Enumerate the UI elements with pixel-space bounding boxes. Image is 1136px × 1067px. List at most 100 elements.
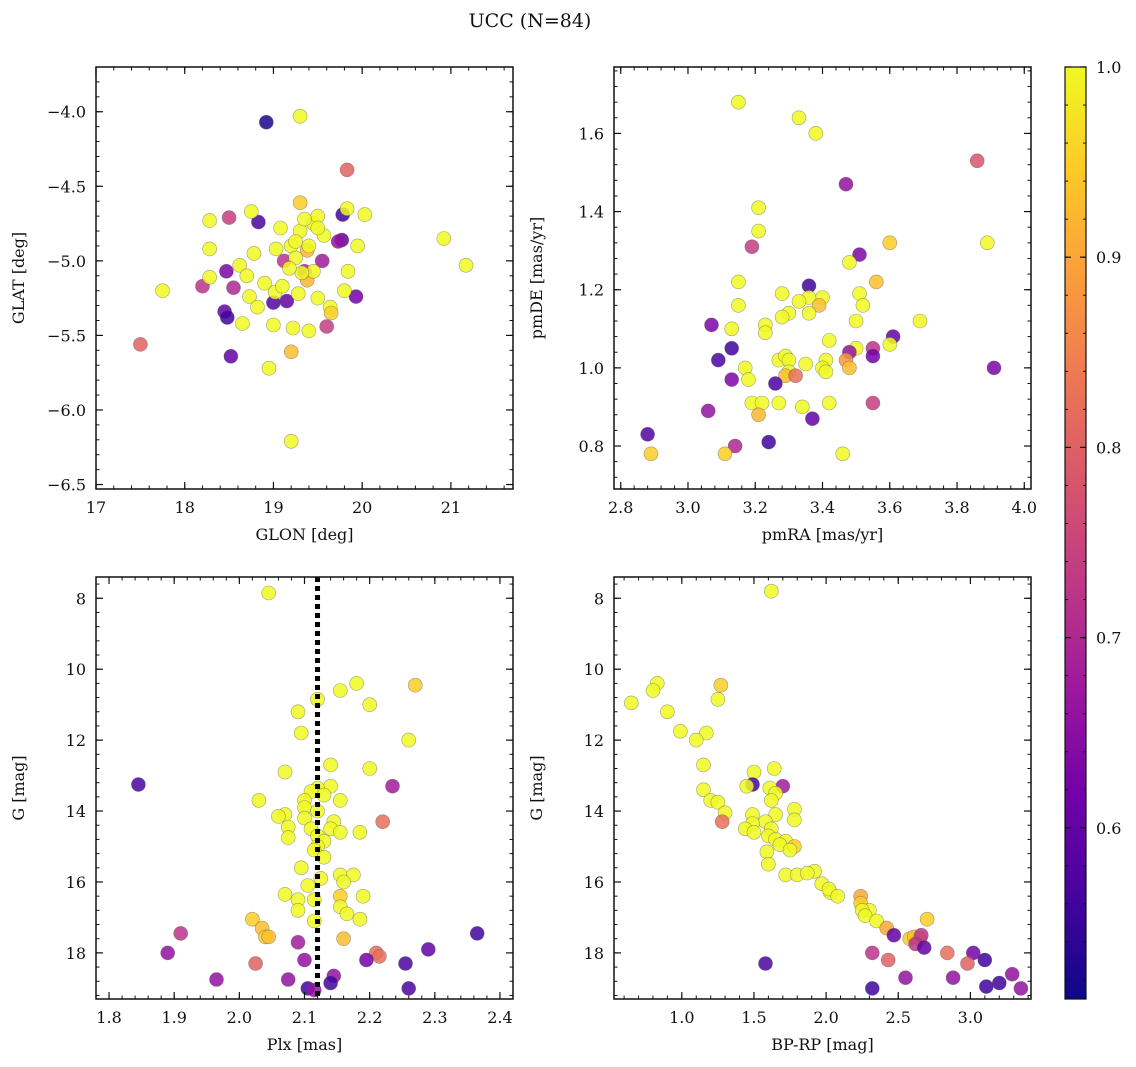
colorbar-ticks: 0.6 0.7 0.8 0.9 1.0 bbox=[1065, 58, 1121, 981]
data-point bbox=[348, 289, 364, 304]
data-point bbox=[727, 438, 743, 454]
data-point bbox=[339, 201, 355, 216]
x-tick-label: 3.0 bbox=[675, 498, 700, 517]
data-point bbox=[297, 211, 312, 227]
data-point bbox=[226, 280, 241, 296]
y-tick-label: −5.5 bbox=[47, 326, 86, 345]
data-point bbox=[398, 956, 413, 971]
colorbar-tick-label: 0.6 bbox=[1096, 819, 1121, 838]
data-point bbox=[314, 253, 330, 269]
data-point bbox=[869, 913, 884, 929]
data-point bbox=[759, 844, 775, 860]
data-point bbox=[864, 981, 880, 996]
data-point bbox=[916, 940, 932, 955]
data-point bbox=[310, 290, 326, 306]
data-point bbox=[219, 263, 234, 279]
data-point bbox=[336, 874, 351, 890]
data-point bbox=[731, 274, 746, 290]
data-point bbox=[751, 223, 766, 239]
data-point bbox=[724, 340, 740, 356]
x-tick-label: 2.4 bbox=[487, 1008, 512, 1027]
data-point bbox=[223, 348, 239, 364]
data-point bbox=[791, 110, 807, 126]
axis-ticks: 17 18 19 20 21 −6.5 −6.0 −5.5 −5.0 −4.5 −4.0 bbox=[47, 66, 513, 517]
data-point bbox=[131, 777, 146, 792]
x-tick-label: 2.5 bbox=[886, 1008, 911, 1027]
data-point bbox=[293, 860, 309, 876]
x-tick-label: 2.1 bbox=[292, 1008, 317, 1027]
data-point bbox=[160, 945, 175, 961]
data-point bbox=[852, 247, 867, 262]
data-point bbox=[332, 824, 348, 840]
panel-cmd: 1.0 1.5 2.0 2.5 3.0 8 10 12 14 16 18 BP-RP [mag] G… bbox=[527, 576, 1032, 1054]
data-point bbox=[350, 238, 366, 254]
data-point bbox=[290, 704, 306, 720]
data-point bbox=[458, 257, 474, 273]
data-point bbox=[724, 372, 740, 387]
data-point bbox=[643, 446, 659, 462]
data-point bbox=[801, 305, 817, 321]
data-point bbox=[357, 207, 373, 222]
x-tick-label: 2.2 bbox=[357, 1008, 382, 1027]
data-point bbox=[332, 793, 348, 808]
data-point bbox=[782, 842, 798, 858]
data-point bbox=[339, 162, 355, 178]
data-point bbox=[436, 231, 452, 246]
data-point bbox=[700, 403, 716, 419]
plot-frame bbox=[95, 66, 514, 490]
plot-frame bbox=[613, 66, 1032, 490]
x-axis-label: Plx [mas] bbox=[267, 1035, 342, 1054]
data-point bbox=[758, 956, 773, 971]
data-point bbox=[232, 257, 247, 273]
data-point bbox=[385, 778, 400, 794]
data-point bbox=[133, 337, 148, 352]
y-tick-label: 1.0 bbox=[579, 359, 604, 378]
y-tick-label: 12 bbox=[66, 731, 86, 750]
data-point bbox=[283, 344, 299, 360]
data-point bbox=[407, 677, 423, 693]
data-point bbox=[202, 241, 217, 257]
data-point bbox=[746, 764, 762, 780]
data-point bbox=[469, 926, 485, 941]
data-point bbox=[244, 204, 259, 219]
data-point bbox=[799, 865, 815, 881]
data-point bbox=[330, 234, 346, 249]
data-point bbox=[811, 298, 827, 313]
y-tick-label: −5.0 bbox=[47, 252, 86, 271]
data-point bbox=[791, 294, 807, 309]
data-point bbox=[245, 911, 260, 927]
figure-title: UCC (N=84) bbox=[469, 10, 592, 32]
data-point bbox=[352, 824, 368, 840]
data-point bbox=[763, 583, 779, 599]
data-point bbox=[235, 316, 250, 331]
x-tick-label: 1.8 bbox=[96, 1008, 121, 1027]
panel-sky: 17 18 19 20 21 −6.5 −6.0 −5.5 −5.0 −4.5 −4.0 GLON … bbox=[9, 66, 514, 544]
y-tick-label: 10 bbox=[66, 660, 86, 679]
data-point bbox=[978, 979, 994, 994]
data-point bbox=[960, 956, 975, 971]
data-point bbox=[751, 407, 766, 423]
data-point bbox=[297, 810, 312, 826]
data-point bbox=[919, 911, 935, 927]
data-point bbox=[283, 433, 299, 449]
data-point bbox=[323, 757, 338, 773]
data-point bbox=[257, 275, 272, 291]
y-tick-label: 16 bbox=[66, 873, 86, 892]
data-point bbox=[855, 298, 871, 313]
data-point bbox=[768, 807, 783, 822]
data-point bbox=[821, 395, 837, 411]
x-axis-label: pmRA [mas/yr] bbox=[762, 525, 884, 544]
data-point bbox=[336, 931, 351, 947]
data-point bbox=[710, 691, 726, 707]
x-tick-label: 2.3 bbox=[422, 1008, 447, 1027]
data-point bbox=[337, 283, 352, 299]
axis-ticks: 1.8 1.9 2.0 2.1 2.2 2.3 2.4 8 10 12 14 16 18 bbox=[66, 577, 514, 1027]
x-axis-label: BP-RP [mag] bbox=[771, 1035, 873, 1054]
data-point bbox=[865, 395, 881, 411]
x-tick-label: 3.4 bbox=[810, 498, 835, 517]
data-point bbox=[220, 310, 235, 325]
data-point bbox=[714, 814, 730, 830]
data-point bbox=[794, 399, 810, 415]
data-point bbox=[713, 677, 729, 693]
